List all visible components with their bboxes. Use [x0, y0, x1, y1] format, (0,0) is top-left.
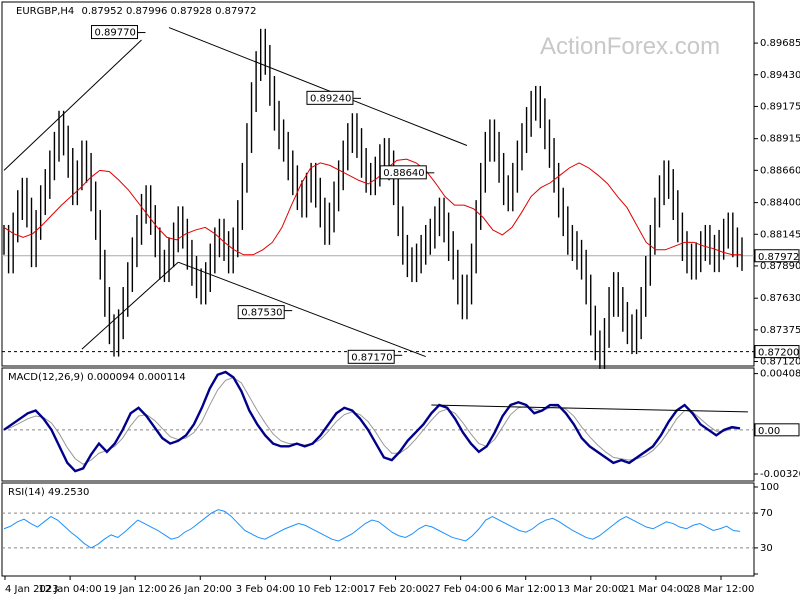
rsi-ytick-label: 100: [760, 482, 779, 493]
macd-line: [3, 370, 741, 473]
macd-last-label: 0.00: [758, 426, 780, 437]
x-tick-label: 12 Jan 04:00: [38, 584, 101, 595]
macd-ytick-label: -0.003209: [760, 469, 800, 480]
watermark: ActionForex.com: [540, 33, 720, 60]
macd-title: MACD(12,26,9) 0.000094 0.000114: [8, 372, 186, 383]
macd-trendline: [431, 404, 748, 413]
channel-line: [168, 27, 468, 146]
price-ytick-label: 0.89175: [760, 101, 800, 112]
price-ytick-label: 0.88145: [760, 229, 800, 240]
annotation-box: [91, 25, 139, 40]
price-ytick-label: 0.87890: [760, 261, 800, 272]
rsi-ytick-label: 30: [760, 543, 773, 554]
macd-ytick-label: 0.004083: [760, 369, 800, 380]
annotation-box: [306, 90, 354, 105]
price-ytick-label: 0.87375: [760, 325, 800, 336]
x-tick-label: 27 Feb 04:00: [428, 584, 494, 595]
x-tick-label: 10 Feb 12:00: [298, 584, 364, 595]
x-tick-label: 26 Jan 20:00: [169, 584, 232, 595]
rsi-title: RSI(14) 49.2530: [8, 487, 89, 498]
annotation-label: 0.88640: [383, 168, 424, 179]
symbol-label: EURGBP,H4: [16, 6, 74, 17]
channel-line: [81, 261, 179, 350]
price-chart-title: EURGBP,H4 0.87952 0.87996 0.87928 0.8797…: [16, 6, 256, 17]
last-price-box: [754, 249, 800, 263]
channel-line: [3, 39, 142, 171]
support-price-label: 0.87200: [758, 348, 799, 359]
price-ytick-label: 0.89430: [760, 70, 800, 81]
rsi-line: [3, 509, 741, 549]
annotation-box: [237, 305, 285, 320]
annotation-box: [379, 165, 427, 180]
support-price-box: [754, 345, 800, 359]
rsi-panel-frame: [1, 482, 755, 577]
x-tick-label: 28 Mar 12:00: [688, 584, 755, 595]
x-tick-label: 21 Mar 04:00: [623, 584, 690, 595]
signal-line: [3, 376, 740, 465]
macd-panel: 0.0040830.00-0.0032090.00: [2, 369, 800, 480]
price-ytick-label: 0.87120: [760, 357, 800, 368]
price-ytick-label: 0.88400: [760, 198, 800, 209]
rsi-ytick-label: 70: [760, 508, 773, 519]
x-tick-label: 13 Mar 20:00: [557, 584, 624, 595]
annotation-label: 0.89240: [310, 93, 351, 104]
x-tick-label: 4 Jan 2023: [5, 584, 59, 595]
x-tick-label: 17 Feb 20:00: [363, 584, 429, 595]
annotation-label: 0.87530: [241, 308, 282, 319]
price-ytick-label: 0.88660: [760, 165, 800, 176]
annotation-label: 0.87170: [351, 352, 392, 363]
annotation-box: [347, 349, 395, 364]
ohlc-header: 0.87952 0.87996 0.87928 0.87972: [81, 6, 256, 17]
rsi-panel: 100 70 30: [2, 482, 779, 575]
price-panel: 0.89685 0.89430 0.89175 0.88915 0.88660 0.884…: [2, 25, 800, 369]
price-ytick-label: 0.87630: [760, 293, 800, 304]
x-tick-label: 19 Jan 12:00: [104, 584, 167, 595]
x-tick-label: 6 Mar 12:00: [496, 584, 556, 595]
channel-line: [178, 261, 426, 358]
last-price-label: 0.87972: [758, 252, 799, 263]
macd-last-box: [754, 423, 800, 437]
moving-average-line: [3, 158, 742, 256]
macd-panel-frame: [1, 367, 755, 482]
x-tick-label: 3 Feb 04:00: [236, 584, 295, 595]
annotation-label: 0.89770: [95, 28, 136, 39]
price-ytick-label: 0.89685: [760, 38, 800, 49]
price-ytick-label: 0.88915: [760, 134, 800, 145]
